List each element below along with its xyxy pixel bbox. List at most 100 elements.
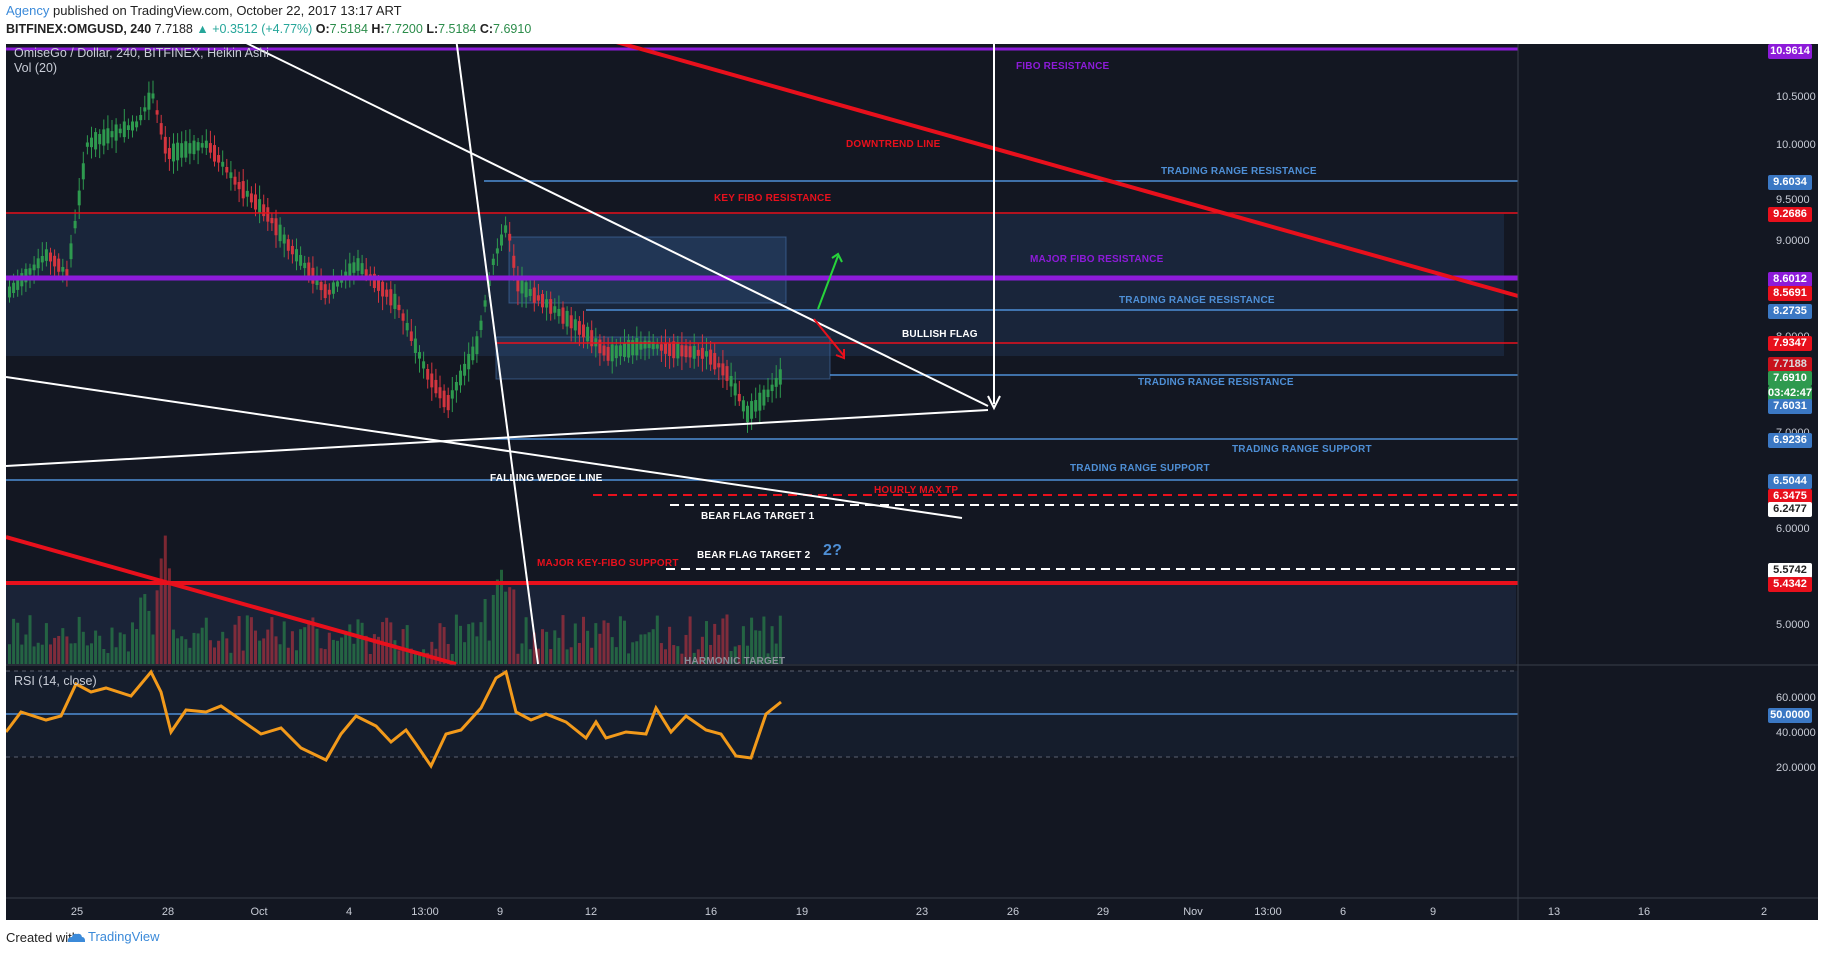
volume-bar (147, 610, 151, 664)
volume-bar (233, 624, 237, 664)
volume-bar (717, 634, 721, 664)
candle (618, 345, 622, 357)
candle (295, 249, 298, 262)
volume-bar (664, 649, 667, 664)
volume-bar (131, 622, 134, 664)
trading-range-resistance-label-3: TRADING RANGE RESISTANCE (1138, 377, 1294, 388)
volume-bar (729, 651, 733, 664)
candle (709, 349, 713, 365)
candle (524, 282, 528, 298)
volume-bar (594, 623, 598, 664)
candle (705, 351, 708, 357)
volume-bar (602, 620, 606, 664)
volume-bar (528, 649, 532, 664)
candle (746, 405, 749, 423)
volume-bar (491, 594, 495, 664)
time-tick: 28 (161, 906, 175, 918)
author-link[interactable]: Agency (6, 3, 50, 18)
candle (12, 282, 16, 294)
candle (733, 383, 737, 396)
candle (336, 281, 339, 287)
volume-bar (372, 634, 376, 664)
green-arrowhead (831, 252, 843, 263)
volume-bar (598, 633, 602, 664)
candle (582, 324, 585, 338)
candle (655, 344, 659, 349)
red-arrowhead (835, 349, 845, 360)
candle (49, 252, 52, 262)
chart-area[interactable]: OmiseGo / Dollar, 240, BITFINEX, Heikin … (6, 44, 1818, 920)
volume-bar (290, 631, 294, 664)
footer: Created with TradingView (0, 920, 1824, 956)
volume-bar (90, 643, 93, 664)
volume-bar (733, 646, 737, 664)
volume-bar (672, 645, 676, 664)
volume-bar (450, 653, 454, 664)
volume-bar (454, 614, 458, 664)
volume-bar (331, 639, 335, 664)
volume-bar (557, 637, 561, 664)
candle (397, 304, 401, 311)
time-tick: 13 (1547, 906, 1561, 918)
volume-bar (73, 643, 77, 664)
candle (327, 289, 331, 295)
volume-bar (270, 617, 274, 664)
chart-title: OmiseGo / Dollar, 240, BITFINEX, Heikin … (14, 46, 269, 60)
chart-canvas[interactable] (6, 44, 1818, 920)
candle (77, 190, 81, 206)
volume-bar (512, 589, 516, 664)
volume-bar (590, 647, 594, 664)
volume-bar (118, 632, 122, 664)
volume-bar (356, 619, 360, 664)
volume-bar (163, 535, 167, 664)
candle (434, 379, 438, 394)
candle (65, 269, 69, 278)
candle (389, 289, 393, 306)
volume-bar (262, 638, 266, 664)
falling-wedge-line-label: FALLING WEDGE LINE (490, 473, 603, 484)
volume-bar (44, 623, 48, 664)
created-with-text: Created with (6, 930, 79, 945)
candle (81, 163, 85, 180)
candle (627, 339, 631, 358)
red-arrow (813, 318, 845, 357)
volume-bar (110, 627, 114, 664)
price-badge-bear-target-1: 6.2477 (1768, 502, 1812, 517)
candle (221, 161, 225, 167)
volume-bar (582, 616, 585, 664)
candle (278, 224, 282, 242)
flag-zone-upper (508, 236, 787, 304)
volume-bar (180, 636, 184, 664)
candle (639, 341, 643, 350)
volume-bar (139, 597, 143, 664)
candle (131, 121, 134, 131)
candle (475, 336, 479, 355)
volume-bar (106, 653, 110, 664)
candle (520, 280, 524, 294)
low-value: 7.5184 (438, 22, 477, 36)
volume-bar (475, 636, 479, 664)
volume-bar (705, 621, 708, 664)
volume-bar (762, 616, 766, 664)
volume-bar (401, 629, 405, 664)
volume-bar (700, 636, 704, 664)
volume-bar (618, 616, 622, 664)
candle (249, 193, 253, 203)
candle (528, 288, 532, 296)
tradingview-link[interactable]: TradingView (88, 929, 160, 944)
volume-bar (8, 644, 11, 664)
volume-bars (8, 535, 782, 664)
volume-bar (241, 650, 245, 664)
candle (713, 353, 717, 370)
candle (426, 368, 430, 380)
candle (508, 233, 512, 241)
volume-bar (323, 649, 327, 664)
close-value: 7.6910 (493, 22, 532, 36)
volume-bar (614, 647, 618, 664)
volume-bar (553, 630, 557, 664)
volume-bar (204, 617, 208, 664)
time-tick: 19 (795, 906, 809, 918)
candle (53, 255, 57, 267)
major-fibo-resistance-label: MAJOR FIBO RESISTANCE (1030, 254, 1164, 265)
volume-bar (295, 650, 298, 664)
